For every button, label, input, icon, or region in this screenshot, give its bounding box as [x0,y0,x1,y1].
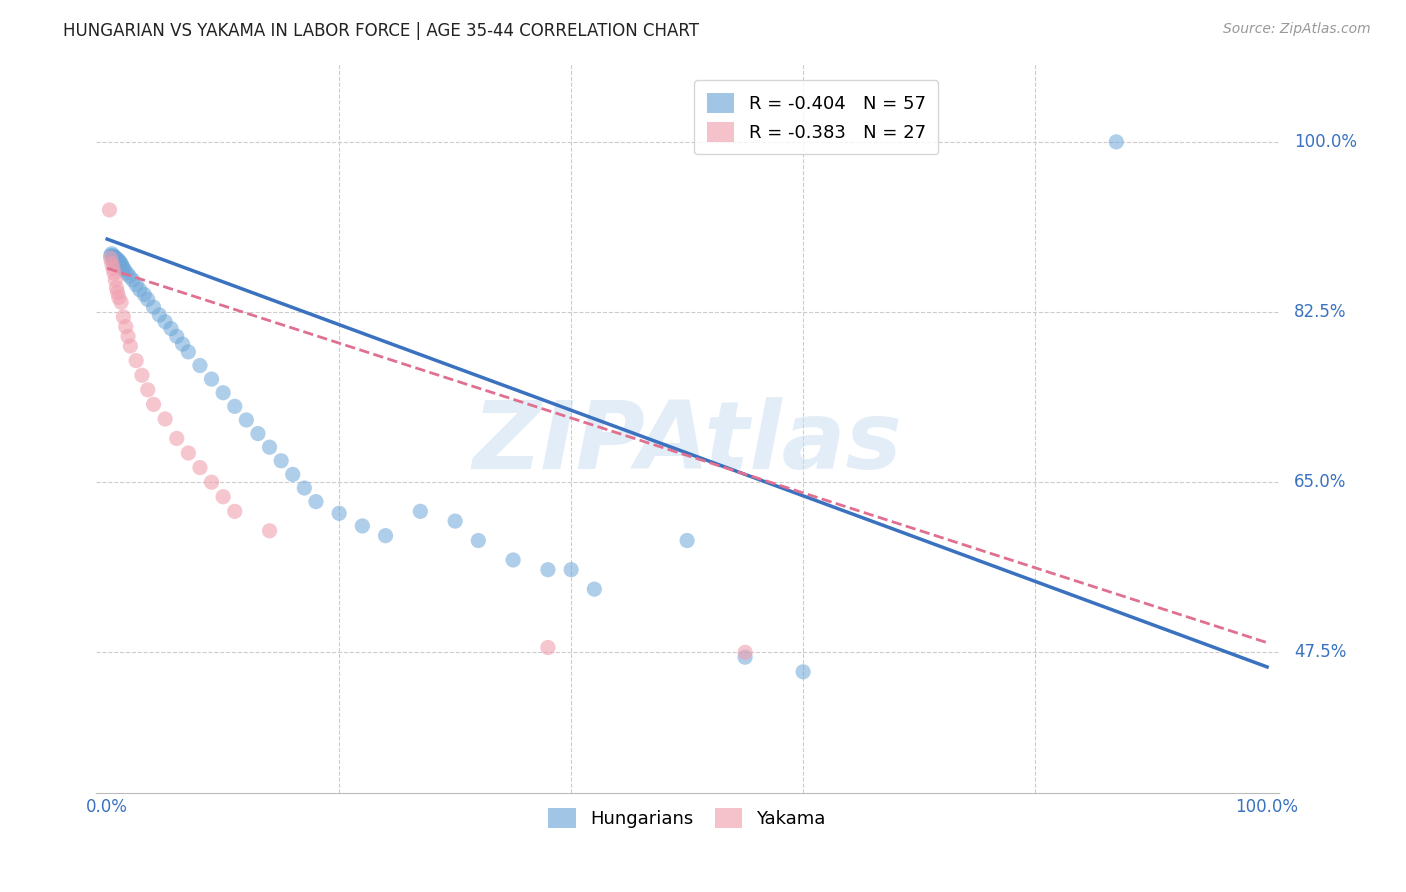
Text: 100.0%: 100.0% [1294,133,1357,151]
Text: 82.5%: 82.5% [1294,303,1347,321]
Point [107,258,129,272]
Point [281,467,304,482]
Point [114,263,136,277]
Point [107,253,129,268]
Point [792,665,814,679]
Point [112,310,135,324]
Text: ZIPAtlas: ZIPAtlas [472,397,903,490]
Point [352,519,374,533]
Point [136,383,159,397]
Point [676,533,699,548]
Point [177,344,200,359]
Point [328,506,350,520]
Point [153,315,176,329]
Point [734,650,756,665]
Point [100,249,122,263]
Point [1105,135,1128,149]
Point [235,413,257,427]
Point [120,339,142,353]
Point [131,368,153,383]
Point [188,359,211,373]
Point [128,283,150,297]
Point [537,640,560,655]
Text: 47.5%: 47.5% [1294,643,1347,661]
Point [103,266,125,280]
Point [112,261,135,276]
Point [172,337,194,351]
Point [166,432,188,446]
Point [136,293,159,307]
Point [107,252,129,267]
Point [292,481,315,495]
Point [110,256,132,270]
Point [101,253,124,268]
Point [142,300,165,314]
Point [259,440,281,454]
Point [103,250,125,264]
Point [105,252,128,266]
Point [103,252,125,267]
Point [160,321,183,335]
Point [212,385,235,400]
Point [142,397,165,411]
Point [188,460,211,475]
Point [105,256,128,270]
Point [270,454,292,468]
Point [101,256,124,270]
Point [107,285,129,300]
Point [212,490,235,504]
Point [117,329,139,343]
Point [537,563,560,577]
Point [105,281,128,295]
Point [444,514,467,528]
Point [101,246,124,260]
Point [305,494,328,508]
Point [114,319,136,334]
Point [125,353,148,368]
Point [259,524,281,538]
Point [107,257,129,271]
Point [153,412,176,426]
Point [108,255,131,269]
Point [560,563,582,577]
Point [224,504,246,518]
Point [246,426,269,441]
Point [104,255,127,269]
Point [467,533,489,548]
Point [200,372,222,386]
Point [104,251,127,265]
Point [166,329,188,343]
Text: 65.0%: 65.0% [1294,473,1347,491]
Point [374,529,396,543]
Point [134,287,156,301]
Point [110,295,132,310]
Point [115,266,138,280]
Point [177,446,200,460]
Point [107,290,129,304]
Point [118,268,141,283]
Point [148,308,170,322]
Point [200,475,222,490]
Point [104,273,127,287]
Point [121,273,143,287]
Point [583,582,606,596]
Point [224,400,246,414]
Point [98,202,121,217]
Point [101,261,124,276]
Point [125,277,148,292]
Point [409,504,432,518]
Point [101,249,124,263]
Point [100,252,122,266]
Text: HUNGARIAN VS YAKAMA IN LABOR FORCE | AGE 35-44 CORRELATION CHART: HUNGARIAN VS YAKAMA IN LABOR FORCE | AGE… [63,22,699,40]
Point [502,553,524,567]
Point [734,645,756,659]
Text: Source: ZipAtlas.com: Source: ZipAtlas.com [1223,22,1371,37]
Point [111,260,134,274]
Legend: Hungarians, Yakama: Hungarians, Yakama [541,801,832,836]
